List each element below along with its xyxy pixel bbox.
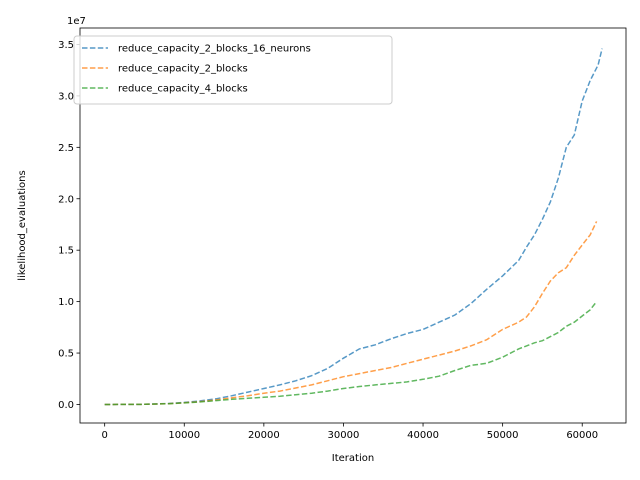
y-tick-label: 0.5 xyxy=(58,349,74,360)
legend-label: reduce_capacity_2_blocks_16_neurons xyxy=(118,44,311,55)
plot-frame xyxy=(79,27,627,424)
series-line-reduce_capacity_2_blocks xyxy=(104,221,598,406)
y-tick-label: 0.0 xyxy=(58,400,74,411)
x-tick-label: 20000 xyxy=(248,430,280,441)
series-line-reduce_capacity_2_blocks_16_neurons xyxy=(104,48,603,406)
x-tick-label: 30000 xyxy=(328,430,360,441)
x-tick-label: 60000 xyxy=(566,430,598,441)
y-tick-label: 1.0 xyxy=(58,297,74,308)
legend-box xyxy=(73,35,393,105)
y-tick-label: 2.0 xyxy=(58,194,74,205)
x-axis-label: Iteration xyxy=(332,453,374,464)
x-tick-label: 0 xyxy=(101,430,107,441)
y-axis-label: likelihood_evaluations xyxy=(17,170,28,280)
legend: reduce_capacity_2_blocks_16_neuronsreduc… xyxy=(73,35,393,105)
series-line-reduce_capacity_4_blocks xyxy=(104,301,598,406)
y-tick-label: 1.5 xyxy=(58,246,74,257)
x-tick-label: 10000 xyxy=(168,430,200,441)
legend-label: reduce_capacity_2_blocks xyxy=(118,64,248,75)
plot-lines xyxy=(104,48,603,406)
x-tick-label: 50000 xyxy=(487,430,519,441)
x-axis: 0 10000 20000 30000 40000 50000 60000 xyxy=(101,423,598,441)
legend-label: reduce_capacity_4_blocks xyxy=(118,84,248,95)
y-tick-label: 3.5 xyxy=(58,40,74,51)
y-axis-offset-label: 1e7 xyxy=(67,16,86,27)
x-tick-label: 40000 xyxy=(407,430,439,441)
y-tick-label: 2.5 xyxy=(58,143,74,154)
y-tick-label: 3.0 xyxy=(58,91,74,102)
y-axis: 0.0 0.5 1.0 1.5 2.0 2.5 3.0 3.5 xyxy=(58,40,80,411)
